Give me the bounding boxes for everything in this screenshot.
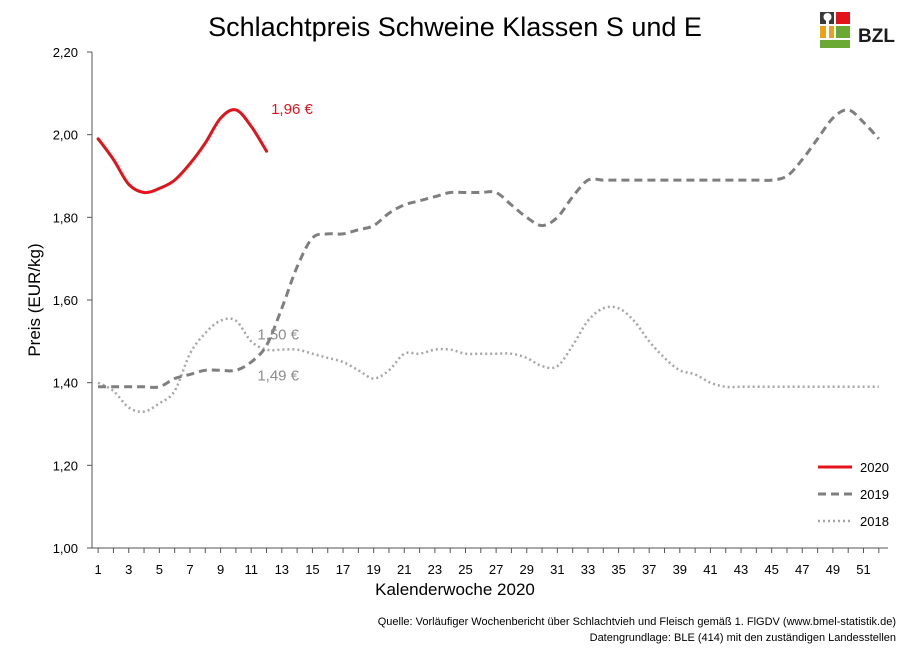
y-tick-label: 2,00 bbox=[53, 128, 78, 143]
x-tick-label: 21 bbox=[397, 562, 411, 577]
series-line-2019 bbox=[98, 108, 880, 389]
y-tick-label: 1,20 bbox=[53, 458, 78, 473]
x-tick-label: 33 bbox=[581, 562, 595, 577]
x-tick-label: 23 bbox=[428, 562, 442, 577]
x-tick-label: 27 bbox=[489, 562, 503, 577]
x-tick-label: 5 bbox=[156, 562, 163, 577]
x-tick-label: 13 bbox=[275, 562, 289, 577]
value-annotation-2018: 1,50 € bbox=[257, 326, 299, 343]
x-tick-label: 37 bbox=[642, 562, 656, 577]
legend-label-2020: 2020 bbox=[860, 460, 889, 475]
x-axis-label: Kalenderwoche 2020 bbox=[375, 580, 535, 599]
x-tick-label: 45 bbox=[764, 562, 778, 577]
y-axis-label: Preis (EUR/kg) bbox=[25, 243, 44, 357]
x-tick-label: 29 bbox=[520, 562, 534, 577]
x-tick-label: 49 bbox=[826, 562, 840, 577]
x-tick-label: 11 bbox=[244, 562, 258, 577]
legend-label-2018: 2018 bbox=[860, 514, 889, 529]
x-tick-label: 9 bbox=[217, 562, 224, 577]
x-tick-label: 31 bbox=[550, 562, 564, 577]
series-line-2020 bbox=[96, 108, 268, 195]
x-tick-label: 17 bbox=[336, 562, 350, 577]
data-basis-note: Datengrundlage: BLE (414) mit den zustän… bbox=[589, 632, 896, 644]
x-tick-label: 3 bbox=[125, 562, 132, 577]
x-tick-label: 41 bbox=[703, 562, 717, 577]
source-note: Quelle: Vorläufiger Wochenbericht über S… bbox=[377, 616, 896, 628]
value-annotation-2020: 1,96 € bbox=[271, 101, 313, 118]
x-tick-label: 15 bbox=[305, 562, 319, 577]
x-tick-label: 7 bbox=[186, 562, 193, 577]
series-line-2018 bbox=[97, 305, 879, 414]
logo-text: BZL bbox=[858, 26, 895, 47]
x-tick-label: 47 bbox=[795, 562, 809, 577]
y-tick-label: 1,00 bbox=[53, 541, 78, 556]
x-tick-label: 1 bbox=[95, 562, 102, 577]
y-tick-label: 1,40 bbox=[53, 376, 78, 391]
x-tick-label: 35 bbox=[611, 562, 625, 577]
value-annotation-2019: 1,49 € bbox=[257, 368, 299, 385]
x-tick-label: 43 bbox=[734, 562, 748, 577]
y-tick-label: 2,20 bbox=[53, 45, 78, 60]
y-tick-label: 1,80 bbox=[53, 210, 78, 225]
x-tick-label: 19 bbox=[366, 562, 380, 577]
y-tick-label: 1,60 bbox=[53, 293, 78, 308]
x-tick-label: 25 bbox=[458, 562, 472, 577]
bzl-logo-icon bbox=[820, 12, 850, 48]
x-tick-label: 39 bbox=[673, 562, 687, 577]
x-tick-label: 51 bbox=[856, 562, 870, 577]
chart-title: Schlachtpreis Schweine Klassen S und E bbox=[208, 12, 702, 42]
legend-label-2019: 2019 bbox=[860, 487, 889, 502]
